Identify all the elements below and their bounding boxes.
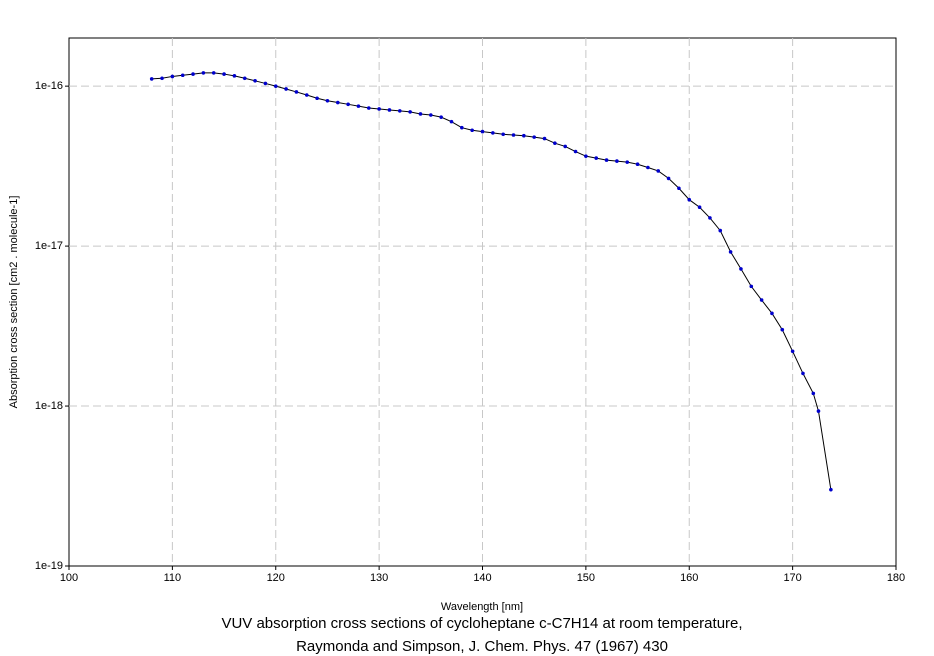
data-point	[170, 74, 175, 79]
data-point	[532, 135, 536, 139]
data-point	[315, 96, 319, 101]
data-point	[553, 141, 557, 145]
data-point	[356, 104, 361, 108]
y-tick-label: 1e-17	[35, 240, 63, 252]
x-axis-label: Wavelength [nm]	[441, 601, 523, 613]
data-point	[635, 162, 640, 167]
data-point	[739, 267, 743, 271]
data-point	[201, 71, 206, 75]
data-point	[222, 72, 226, 76]
y-tick-label: 1e-19	[35, 560, 63, 572]
data-point	[273, 84, 278, 88]
data-point	[232, 74, 237, 78]
data-point	[366, 106, 371, 110]
data-point	[449, 119, 454, 124]
x-tick-label: 100	[60, 572, 78, 584]
data-point	[615, 159, 619, 163]
data-point	[573, 149, 578, 154]
data-point	[656, 169, 661, 173]
x-tick-label: 140	[473, 572, 491, 584]
data-point	[697, 205, 702, 210]
data-point	[780, 327, 785, 332]
x-tick-label: 180	[887, 572, 905, 584]
data-point	[211, 71, 216, 75]
data-point	[294, 90, 299, 94]
data-point	[398, 109, 402, 113]
data-point	[666, 176, 671, 181]
data-point	[718, 228, 723, 233]
data-point	[180, 73, 185, 78]
data-point	[708, 216, 712, 220]
data-point	[387, 108, 392, 112]
y-tick-label: 1e-16	[35, 80, 63, 92]
data-point	[759, 298, 764, 302]
data-point	[335, 100, 340, 105]
data-point	[263, 81, 268, 86]
x-tick-label: 110	[164, 572, 182, 584]
x-tick-label: 130	[370, 572, 388, 584]
data-point	[501, 132, 505, 137]
data-point	[594, 156, 599, 160]
x-tick-label: 160	[680, 572, 698, 584]
data-point	[770, 311, 774, 316]
data-point	[728, 250, 733, 254]
x-tick-label: 120	[267, 572, 285, 584]
data-point	[542, 136, 547, 141]
data-point	[439, 115, 443, 119]
data-point	[149, 77, 154, 81]
data-point	[749, 284, 754, 289]
data-point	[470, 128, 474, 133]
data-point	[790, 349, 795, 354]
data-point	[284, 87, 288, 91]
y-tick-label: 1e-18	[35, 400, 63, 412]
data-point	[801, 371, 805, 376]
x-tick-label: 150	[577, 572, 595, 584]
y-axis-label: Absorption cross section [cm2 . molecule…	[8, 196, 20, 409]
data-point	[646, 165, 650, 170]
data-point	[584, 154, 588, 158]
data-point	[460, 125, 464, 130]
data-point	[325, 98, 330, 103]
data-point	[160, 76, 164, 81]
data-point	[491, 131, 495, 135]
data-point	[346, 102, 350, 107]
data-point	[816, 409, 821, 413]
chart-title: VUV absorption cross sections of cyclohe…	[221, 615, 742, 632]
data-point	[625, 160, 630, 164]
data-point	[811, 391, 816, 396]
data-point	[677, 186, 681, 191]
data-point	[429, 113, 433, 117]
data-point	[480, 129, 485, 134]
data-point	[304, 93, 309, 97]
data-point	[687, 197, 692, 202]
data-point	[563, 144, 567, 149]
data-point	[511, 133, 516, 137]
data-point	[191, 72, 195, 76]
data-point	[604, 158, 609, 162]
x-tick-label: 170	[783, 572, 801, 584]
data-point	[829, 487, 833, 492]
data-point	[253, 79, 257, 83]
chart-subtitle: Raymonda and Simpson, J. Chem. Phys. 47 …	[296, 638, 668, 655]
data-point	[242, 76, 247, 81]
data-point	[418, 112, 423, 116]
data-point	[408, 110, 412, 114]
data-point	[377, 107, 381, 111]
data-point	[522, 133, 526, 138]
